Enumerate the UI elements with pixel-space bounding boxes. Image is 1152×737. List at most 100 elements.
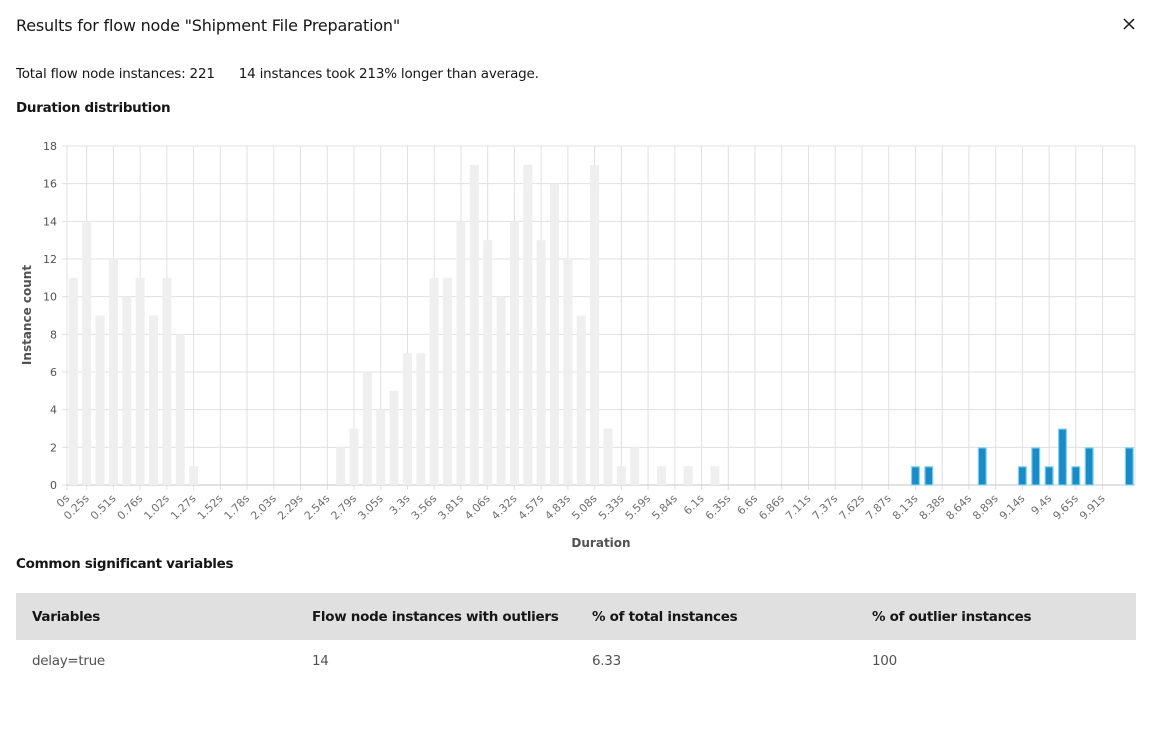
bar: [443, 277, 453, 485]
dialog-title: Results for flow node "Shipment File Pre…: [16, 16, 401, 35]
x-tick-label: 8.38s: [917, 492, 948, 523]
x-tick-label: 4.57s: [516, 492, 547, 523]
y-tick-label: 0: [50, 479, 57, 492]
x-tick-label: 2.54s: [302, 492, 333, 523]
x-tick-label: 9.14s: [997, 492, 1028, 523]
y-tick-label: 12: [43, 253, 57, 266]
table-header-row: Variables Flow node instances with outli…: [16, 593, 1136, 640]
bar: [683, 466, 693, 485]
y-tick-label: 16: [43, 178, 57, 191]
bar: [135, 277, 145, 485]
x-tick-label: 4.06s: [462, 492, 493, 523]
x-tick-label: 2.29s: [275, 492, 306, 523]
column-header: % of outlier instances: [856, 593, 1136, 640]
x-tick-label: 1.27s: [168, 492, 199, 523]
table-row: delay=true 14 6.33 100: [16, 640, 1136, 682]
y-tick-label: 18: [43, 140, 57, 153]
bar: [429, 277, 439, 485]
bar: [616, 466, 626, 485]
duration-distribution-heading: Duration distribution: [16, 100, 171, 116]
x-tick-label: 6.86s: [756, 492, 787, 523]
outlier-bar: [910, 466, 920, 486]
cell-outlier-percent: 100: [872, 653, 897, 669]
variables-table: Variables Flow node instances with outli…: [16, 593, 1136, 682]
bar: [576, 315, 586, 485]
column-header: % of total instances: [576, 593, 856, 640]
x-tick-label: 5.84s: [649, 492, 680, 523]
y-axis-title: Instance count: [20, 265, 34, 365]
bar: [402, 353, 412, 485]
x-tick-label: 3.05s: [355, 492, 386, 523]
x-tick-label: 1.78s: [222, 492, 253, 523]
outlier-bar: [1017, 466, 1027, 486]
bar: [523, 164, 533, 486]
cell-outlier-count: 14: [312, 653, 329, 669]
bar: [189, 466, 199, 485]
bar: [389, 390, 399, 485]
x-tick-label: 7.62s: [837, 492, 868, 523]
bar: [710, 466, 720, 485]
outlier-bar: [1057, 428, 1067, 486]
x-tick-label: 0.51s: [88, 492, 119, 523]
outlier-summary: 14 instances took 213% longer than avera…: [238, 66, 539, 82]
x-tick-label: 9.65s: [1050, 492, 1081, 523]
y-tick-label: 14: [43, 215, 57, 228]
bar: [162, 277, 172, 485]
x-tick-label: 4.32s: [489, 492, 520, 523]
y-tick-label: 8: [50, 328, 57, 341]
x-tick-label: 7.87s: [863, 492, 894, 523]
x-tick-label: 4.83s: [542, 492, 573, 523]
x-tick-label: 8.64s: [943, 492, 974, 523]
x-axis-title: Duration: [571, 536, 630, 550]
outlier-bar: [1124, 447, 1134, 486]
bar: [336, 447, 346, 485]
bar: [175, 334, 185, 485]
column-header: Flow node instances with outliers: [296, 593, 576, 640]
bar: [68, 277, 78, 485]
bar: [590, 164, 600, 486]
y-tick-label: 6: [50, 366, 57, 379]
summary: Total flow node instances: 221 14 instanc…: [16, 66, 539, 82]
outlier-bar: [1031, 447, 1041, 486]
bar: [603, 428, 613, 485]
cell-total-percent: 6.33: [592, 653, 621, 669]
x-tick-label: 7.37s: [810, 492, 841, 523]
total-instances: Total flow node instances: 221: [16, 66, 215, 82]
x-tick-label: 1.52s: [195, 492, 226, 523]
x-tick-label: 1.02s: [141, 492, 172, 523]
outlier-bar: [977, 447, 987, 486]
x-tick-label: 5.59s: [623, 492, 654, 523]
bar: [483, 240, 493, 485]
close-icon[interactable]: [1118, 13, 1140, 35]
bar: [536, 240, 546, 485]
variables-heading: Common significant variables: [16, 556, 234, 572]
bar: [122, 296, 132, 485]
bar: [95, 315, 105, 485]
column-header: Variables: [16, 593, 296, 640]
bar: [496, 296, 506, 485]
bar: [563, 259, 573, 485]
x-tick-label: 6.35s: [703, 492, 734, 523]
y-tick-label: 10: [43, 291, 57, 304]
bar: [630, 447, 640, 485]
outlier-bar: [924, 466, 934, 486]
x-tick-label: 2.79s: [329, 492, 360, 523]
x-tick-label: 7.11s: [783, 492, 814, 523]
bar: [550, 183, 560, 485]
duration-chart: 0246810121416180s0.25s0.51s0.76s1.02s1.2…: [20, 140, 1136, 550]
x-tick-label: 8.13s: [890, 492, 921, 523]
bar: [362, 372, 372, 485]
x-tick-label: 9.91s: [1077, 492, 1108, 523]
cell-variable: delay=true: [32, 653, 105, 669]
outlier-bar: [1044, 466, 1054, 486]
x-tick-label: 8.89s: [970, 492, 1001, 523]
bar: [108, 259, 118, 485]
bar: [149, 315, 159, 485]
y-tick-label: 4: [50, 404, 57, 417]
x-tick-label: 3.81s: [435, 492, 466, 523]
bar: [656, 466, 666, 485]
outlier-bar: [1071, 466, 1081, 486]
bar: [82, 221, 92, 485]
bar: [469, 164, 479, 486]
bar: [416, 353, 426, 485]
